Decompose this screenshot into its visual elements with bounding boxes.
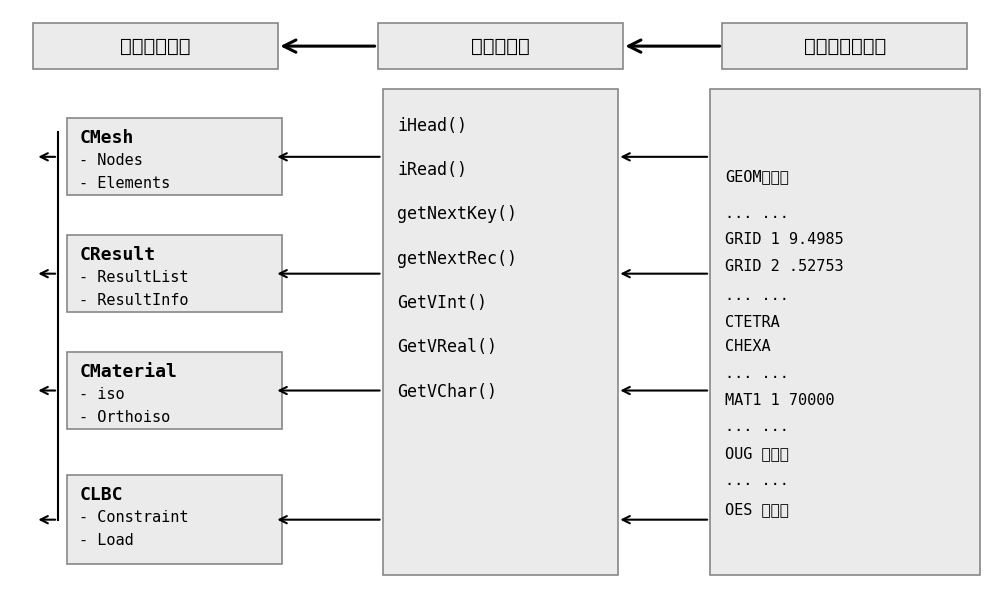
- Text: CLBC: CLBC: [79, 486, 123, 504]
- Text: GRID 2 .52753: GRID 2 .52753: [725, 259, 844, 274]
- Text: - Load: - Load: [79, 533, 134, 548]
- Text: - ResultList: - ResultList: [79, 269, 189, 285]
- Text: GEOM数据块: GEOM数据块: [725, 169, 789, 184]
- Text: GetVInt(): GetVInt(): [398, 294, 488, 312]
- Text: CMaterial: CMaterial: [79, 363, 177, 381]
- Text: - Nodes: - Nodes: [79, 153, 143, 168]
- Text: MAT1 1 70000: MAT1 1 70000: [725, 392, 834, 408]
- Text: ... ...: ... ...: [725, 419, 789, 434]
- Text: iRead(): iRead(): [398, 161, 468, 179]
- Text: getNextKey(): getNextKey(): [398, 205, 518, 223]
- Text: iHead(): iHead(): [398, 117, 468, 135]
- Bar: [67, 118, 282, 196]
- Text: - Elements: - Elements: [79, 176, 171, 191]
- Text: GetVChar(): GetVChar(): [398, 383, 498, 400]
- Text: - iso: - iso: [79, 387, 125, 402]
- Text: ... ...: ... ...: [725, 205, 789, 221]
- Bar: [67, 235, 282, 312]
- Text: CResult: CResult: [79, 246, 156, 264]
- Text: GRID 1 9.4985: GRID 1 9.4985: [725, 232, 844, 247]
- Text: ... ...: ... ...: [725, 473, 789, 488]
- Text: ... ...: ... ...: [725, 288, 789, 303]
- Text: 核心数据结构: 核心数据结构: [120, 37, 190, 55]
- Text: CTETRA: CTETRA: [725, 315, 780, 330]
- Bar: [382, 89, 618, 575]
- Text: OES 数据块: OES 数据块: [725, 502, 789, 517]
- Text: 有限元数据文件: 有限元数据文件: [804, 37, 886, 55]
- Text: - Constraint: - Constraint: [79, 509, 189, 525]
- Text: 关键字列表: 关键字列表: [471, 37, 529, 55]
- Text: GetVReal(): GetVReal(): [398, 338, 498, 356]
- Bar: [32, 23, 278, 69]
- Text: - ResultInfo: - ResultInfo: [79, 293, 189, 308]
- Bar: [722, 23, 967, 69]
- Bar: [378, 23, 622, 69]
- Text: getNextRec(): getNextRec(): [398, 250, 518, 268]
- Bar: [710, 89, 980, 575]
- Text: CMesh: CMesh: [79, 130, 134, 148]
- Text: ... ...: ... ...: [725, 366, 789, 381]
- Text: CHEXA: CHEXA: [725, 339, 771, 354]
- Text: - Orthoiso: - Orthoiso: [79, 410, 171, 425]
- Text: OUG 数据块: OUG 数据块: [725, 446, 789, 461]
- Bar: [67, 475, 282, 565]
- Bar: [67, 352, 282, 429]
